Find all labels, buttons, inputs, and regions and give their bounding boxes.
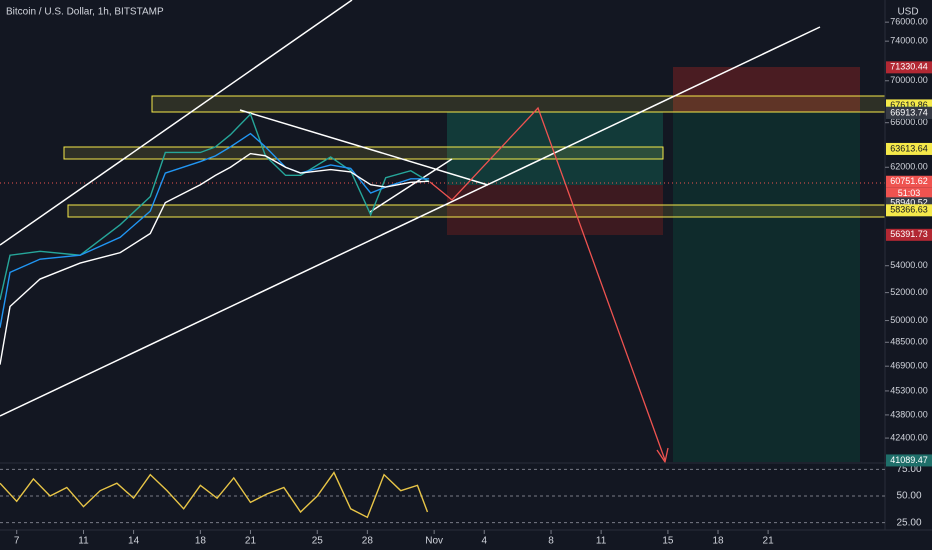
price-tag-label: 71330.44 bbox=[890, 62, 928, 72]
stop-zone bbox=[673, 67, 860, 112]
price-tag bbox=[886, 61, 932, 74]
y-tick-label: 45300.00 bbox=[890, 385, 928, 395]
currency: USD bbox=[897, 7, 918, 18]
triangle-line bbox=[239, 109, 489, 186]
x-tick-label: Nov bbox=[425, 536, 443, 547]
projection-path bbox=[429, 106, 666, 461]
triangle-line bbox=[369, 158, 453, 213]
price-tag bbox=[886, 175, 932, 188]
y-tick-label: 50000.00 bbox=[890, 315, 928, 325]
target-zone bbox=[673, 112, 860, 462]
y-tick-label: 76000.00 bbox=[890, 17, 928, 27]
rsi-tick-label: 75.00 bbox=[896, 464, 921, 475]
y-tick-label: 70000.00 bbox=[890, 75, 928, 85]
y-tick-label: 46900.00 bbox=[890, 361, 928, 371]
x-tick-label: 18 bbox=[712, 536, 724, 547]
chart-title: Bitcoin / U.S. Dollar, 1h, BITSTAMP bbox=[6, 7, 164, 18]
support-zone bbox=[67, 204, 886, 218]
x-tick-label: 14 bbox=[128, 536, 140, 547]
price-tag bbox=[886, 454, 932, 467]
series-line bbox=[0, 112, 430, 301]
channel-line bbox=[0, 0, 353, 246]
price-tag-label: 66913.74 bbox=[890, 107, 928, 117]
rsi-tick-label: 25.00 bbox=[896, 517, 921, 528]
y-tick-label: 54000.00 bbox=[890, 260, 928, 270]
x-tick-label: 25 bbox=[312, 536, 324, 547]
series-line bbox=[0, 471, 429, 519]
y-tick-label: 48500.00 bbox=[890, 337, 928, 347]
price-tag-label: 67619.86 bbox=[890, 100, 928, 110]
price-tag bbox=[886, 142, 932, 155]
target-zone-short bbox=[447, 112, 663, 185]
countdown: 51:03 bbox=[898, 188, 921, 198]
channel-line bbox=[0, 26, 821, 417]
resistance-zone bbox=[63, 146, 664, 160]
rsi-tick-label: 50.00 bbox=[896, 491, 921, 502]
price-tag-label: 63613.64 bbox=[890, 143, 928, 153]
x-tick-label: 11 bbox=[78, 536, 89, 547]
price-tag-label: 41089.47 bbox=[890, 455, 928, 465]
series-line bbox=[0, 132, 430, 328]
resistance-zone bbox=[151, 95, 886, 113]
arrow-head bbox=[656, 447, 669, 464]
stop-zone-short bbox=[447, 185, 663, 235]
price-tag-label: 58366.63 bbox=[890, 205, 928, 215]
y-tick-label: 43800.00 bbox=[890, 409, 928, 419]
x-tick-label: 8 bbox=[548, 536, 554, 547]
x-tick-label: 4 bbox=[481, 536, 487, 547]
x-tick-label: 7 bbox=[14, 536, 20, 547]
x-tick-label: 28 bbox=[362, 536, 374, 547]
y-tick-label: 42400.00 bbox=[890, 432, 928, 442]
x-tick-label: 21 bbox=[763, 536, 775, 547]
price-tag-label: 60751.62 bbox=[890, 176, 928, 186]
y-tick-label: 66000.00 bbox=[890, 117, 928, 127]
price-tag bbox=[886, 204, 932, 217]
x-tick-label: 15 bbox=[662, 536, 674, 547]
series-line bbox=[0, 152, 430, 365]
y-tick-label: 62000.00 bbox=[890, 162, 928, 172]
x-tick-label: 21 bbox=[245, 536, 257, 547]
x-tick-label: 18 bbox=[195, 536, 207, 547]
countdown-bg bbox=[886, 187, 932, 199]
y-tick-label: 52000.00 bbox=[890, 287, 928, 297]
price-tag bbox=[886, 228, 932, 241]
y-tick-label: 74000.00 bbox=[890, 36, 928, 46]
price-tag bbox=[886, 106, 932, 119]
x-tick-label: 11 bbox=[596, 536, 607, 547]
price-tag-label: 56391.73 bbox=[890, 229, 928, 239]
price-tag-label: 58940.52 bbox=[890, 198, 928, 208]
